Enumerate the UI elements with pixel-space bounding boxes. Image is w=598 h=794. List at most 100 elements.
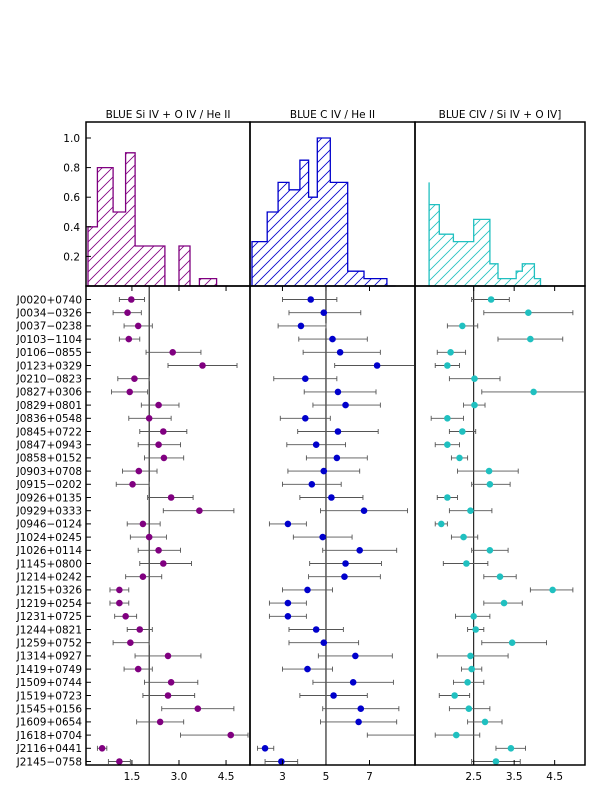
errorbar-point: [434, 731, 481, 739]
errorbar-point: [434, 441, 460, 449]
errorbar-point: [144, 454, 185, 462]
y-tick-label: 0.2: [63, 251, 80, 263]
errorbar-point: [118, 296, 145, 303]
object-label: J1419+0749: [16, 664, 82, 676]
object-label: J0827+0306: [16, 387, 83, 399]
errorbar-point: [436, 349, 467, 356]
object-label: J0103−1104: [16, 334, 83, 346]
object-label: J0926+0135: [16, 492, 82, 504]
errorbar-point: [144, 679, 199, 686]
object-label: J1509+0744: [16, 677, 83, 689]
errorbar-point: [448, 428, 477, 435]
x-tick-label: 3.0: [171, 771, 188, 783]
errorbar-point: [299, 494, 364, 501]
histogram-bars: [428, 182, 547, 287]
errorbar-point: [452, 679, 485, 686]
errorbar-point: [471, 296, 510, 303]
object-label: J2145−0758: [16, 756, 82, 768]
errorbar-point: [529, 586, 574, 594]
errorbar-point: [117, 375, 150, 383]
object-label: J0915−0202: [16, 479, 82, 491]
errorbar-point: [297, 428, 379, 435]
errorbar-point: [277, 322, 327, 330]
errorbar-point: [139, 428, 188, 435]
errorbar-point: [483, 309, 574, 317]
object-label: J0829+0801: [16, 400, 82, 412]
object-label: J1215+0326: [16, 585, 83, 597]
errorbar-point: [312, 679, 394, 686]
errorbar-point: [288, 639, 360, 647]
object-label: J0847+0943: [16, 440, 82, 452]
errorbar-point: [142, 692, 196, 699]
errorbar-point: [282, 296, 338, 303]
errorbar-point: [446, 322, 479, 330]
errorbar-point: [137, 441, 181, 449]
errorbar-point: [282, 665, 333, 673]
errorbar-point: [279, 415, 331, 422]
object-label: J0210−0823: [16, 374, 82, 386]
errorbar-point: [495, 745, 526, 752]
object-label: J0858+0152: [16, 453, 82, 465]
x-tick-label: 4.5: [546, 771, 563, 783]
object-label: J1519+0723: [16, 690, 82, 702]
object-label: J1545+0156: [16, 704, 83, 716]
errorbar-point: [438, 692, 471, 699]
errorbar-point: [145, 349, 202, 356]
errorbar-point: [122, 467, 158, 475]
errorbar-point: [112, 639, 150, 647]
panel-title: BLUE Si IV + O IV / He II: [106, 109, 231, 121]
errorbar-point: [436, 494, 458, 501]
x-tick-label: 1.5: [124, 771, 141, 783]
object-label: J1214+0242: [16, 572, 82, 584]
errorbar-point: [497, 335, 564, 343]
errorbar-point: [126, 626, 153, 633]
errorbar-point: [287, 467, 361, 475]
errorbar-point: [483, 599, 523, 607]
object-label: J1259+0752: [16, 638, 82, 650]
object-label: J1231+0725: [16, 611, 82, 623]
errorbar-point: [118, 335, 141, 343]
errorbar-point: [467, 626, 485, 633]
object-label: J0929+0333: [16, 506, 82, 518]
object-label: J1314+0927: [16, 651, 82, 663]
panel-title: BLUE C IV / He II: [290, 109, 375, 121]
errorbar-point: [167, 362, 238, 369]
x-tick-label: 2.5: [465, 771, 482, 783]
errorbar-point: [111, 388, 149, 396]
errorbar-point: [303, 388, 377, 396]
errorbar-point: [334, 362, 414, 369]
errorbar-point: [115, 481, 150, 488]
errorbar-point: [455, 613, 491, 620]
errorbar-point: [471, 481, 511, 488]
errorbar-point: [312, 401, 381, 409]
errorbar-point: [322, 547, 398, 554]
errorbar-point: [471, 758, 521, 765]
errorbar-point: [136, 718, 185, 726]
errorbar-point: [450, 454, 469, 462]
object-label: J0836+0548: [16, 413, 82, 425]
errorbar-point: [180, 731, 249, 739]
object-label: J0845+0722: [16, 426, 82, 438]
object-label: J0123+0329: [16, 360, 82, 372]
errorbar-point: [471, 547, 509, 554]
errorbar-point: [129, 533, 167, 541]
y-tick-label: 0.6: [63, 192, 80, 204]
object-label: J1219+0254: [16, 598, 83, 610]
errorbar-point: [123, 665, 153, 673]
object-label: J0020+0740: [16, 294, 82, 306]
errorbar-point: [288, 309, 362, 317]
errorbar-point: [448, 375, 501, 383]
errorbar-point: [292, 533, 353, 541]
errorbar-point: [139, 560, 192, 567]
x-tick-label: 4.5: [218, 771, 235, 783]
errorbar-point: [123, 322, 153, 330]
errorbar-point: [308, 573, 381, 581]
errorbar-point: [481, 639, 548, 647]
errorbar-point: [317, 652, 393, 660]
errorbar-point: [161, 705, 235, 713]
object-label: J1609+0654: [16, 717, 83, 729]
errorbar-point: [140, 401, 180, 409]
errorbar-point: [109, 599, 130, 607]
errorbar-point: [282, 586, 333, 594]
errorbar-point: [448, 507, 493, 515]
